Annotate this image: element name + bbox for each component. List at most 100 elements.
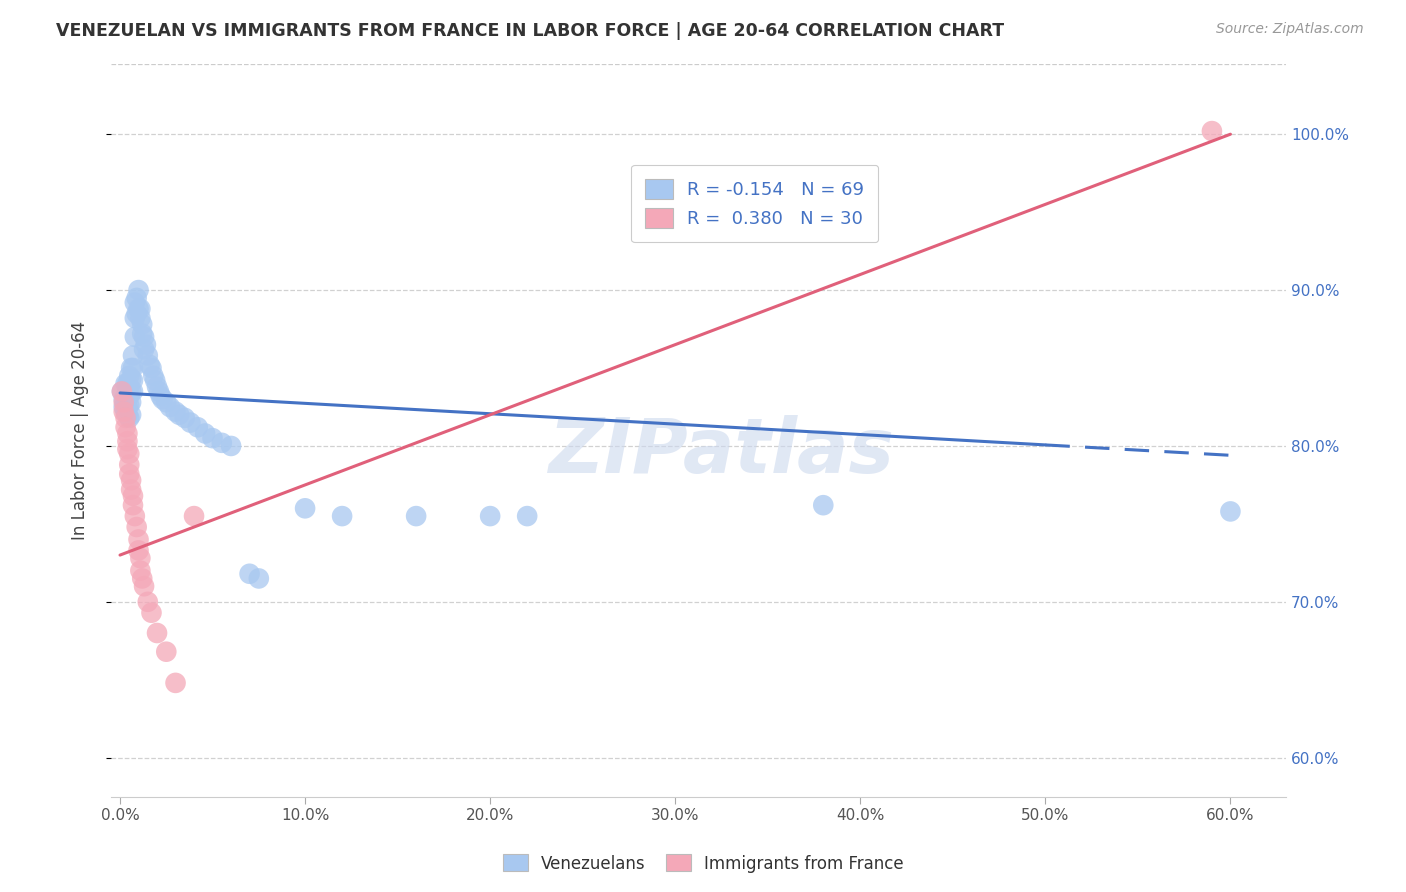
Point — [516, 509, 538, 524]
Point — [124, 295, 146, 310]
Point — [118, 399, 141, 413]
Point — [122, 349, 145, 363]
Point — [114, 395, 136, 409]
Point — [117, 384, 139, 399]
Point — [1201, 124, 1223, 138]
Point — [159, 400, 181, 414]
Point — [125, 291, 148, 305]
Point — [117, 376, 139, 391]
Point — [111, 384, 134, 399]
Point — [155, 395, 177, 409]
Point — [135, 337, 157, 351]
Point — [136, 349, 159, 363]
Point — [131, 318, 153, 332]
Point — [239, 566, 262, 581]
Point — [141, 606, 163, 620]
Point — [143, 374, 166, 388]
Point — [122, 384, 145, 399]
Point — [118, 447, 141, 461]
Point — [118, 458, 141, 472]
Point — [112, 400, 135, 414]
Point — [122, 489, 145, 503]
Point — [114, 389, 136, 403]
Text: ZIPatlas: ZIPatlas — [548, 416, 894, 490]
Point — [247, 571, 270, 585]
Point — [294, 501, 316, 516]
Point — [125, 306, 148, 320]
Legend: Venezuelans, Immigrants from France: Venezuelans, Immigrants from France — [496, 847, 910, 880]
Point — [194, 426, 217, 441]
Point — [120, 483, 142, 497]
Point — [173, 410, 195, 425]
Point — [187, 420, 209, 434]
Point — [122, 361, 145, 376]
Point — [117, 442, 139, 456]
Point — [142, 368, 165, 383]
Point — [211, 435, 233, 450]
Point — [125, 520, 148, 534]
Point — [479, 509, 502, 524]
Text: VENEZUELAN VS IMMIGRANTS FROM FRANCE IN LABOR FORCE | AGE 20-64 CORRELATION CHAR: VENEZUELAN VS IMMIGRANTS FROM FRANCE IN … — [56, 22, 1004, 40]
Point — [117, 426, 139, 441]
Point — [141, 361, 163, 376]
Point — [405, 509, 427, 524]
Point — [201, 431, 224, 445]
Point — [155, 645, 177, 659]
Point — [114, 410, 136, 425]
Point — [118, 410, 141, 425]
Point — [112, 395, 135, 409]
Point — [1219, 504, 1241, 518]
Point — [183, 509, 205, 524]
Point — [118, 467, 141, 481]
Point — [117, 392, 139, 407]
Point — [129, 551, 152, 566]
Point — [129, 564, 152, 578]
Point — [165, 405, 187, 419]
Point — [118, 380, 141, 394]
Point — [120, 395, 142, 409]
Point — [148, 384, 170, 399]
Point — [118, 389, 141, 403]
Point — [120, 408, 142, 422]
Point — [118, 368, 141, 383]
Legend: R = -0.154   N = 69, R =  0.380   N = 30: R = -0.154 N = 69, R = 0.380 N = 30 — [631, 165, 879, 243]
Point — [114, 376, 136, 391]
Point — [167, 408, 190, 422]
Point — [114, 420, 136, 434]
Point — [132, 343, 155, 357]
Point — [132, 330, 155, 344]
Point — [136, 595, 159, 609]
Point — [146, 380, 169, 394]
Point — [117, 434, 139, 449]
Point — [128, 533, 150, 547]
Point — [122, 374, 145, 388]
Text: Source: ZipAtlas.com: Source: ZipAtlas.com — [1216, 22, 1364, 37]
Point — [330, 509, 353, 524]
Point — [120, 361, 142, 376]
Point — [117, 400, 139, 414]
Point — [120, 473, 142, 487]
Point — [114, 405, 136, 419]
Point — [131, 571, 153, 585]
Point — [129, 311, 152, 326]
Point — [813, 498, 835, 512]
Point — [124, 311, 146, 326]
Point — [165, 676, 187, 690]
Point — [111, 384, 134, 399]
Point — [128, 543, 150, 558]
Point — [138, 358, 160, 372]
Point — [129, 301, 152, 316]
Point — [124, 330, 146, 344]
Point — [146, 626, 169, 640]
Point — [179, 416, 201, 430]
Point — [149, 389, 172, 403]
Point — [112, 392, 135, 407]
Point — [120, 384, 142, 399]
Point — [122, 498, 145, 512]
Point — [117, 408, 139, 422]
Point — [124, 509, 146, 524]
Y-axis label: In Labor Force | Age 20-64: In Labor Force | Age 20-64 — [72, 321, 89, 540]
Point — [132, 579, 155, 593]
Point — [120, 372, 142, 386]
Point — [128, 283, 150, 297]
